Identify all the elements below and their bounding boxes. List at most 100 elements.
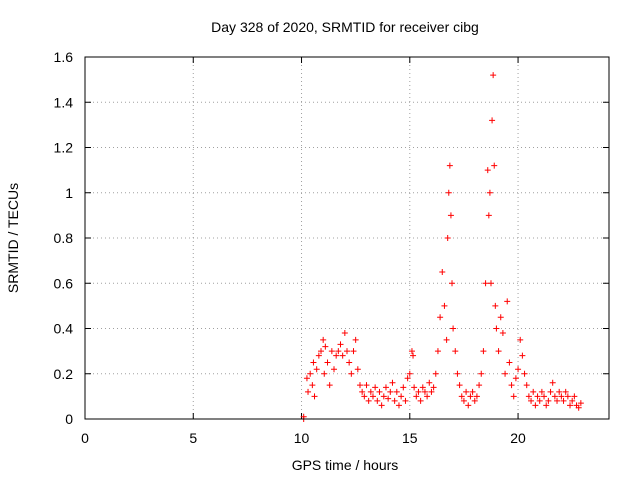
data-point — [467, 393, 474, 400]
data-point — [515, 366, 522, 373]
grid-lines — [85, 57, 609, 419]
y-tick-label: 1.2 — [54, 140, 74, 156]
data-point — [560, 397, 567, 404]
data-point — [523, 382, 530, 389]
x-tick-label: 20 — [510, 430, 526, 446]
data-point — [538, 388, 545, 395]
data-point — [428, 388, 435, 395]
data-point — [452, 348, 459, 355]
x-tick-label: 15 — [402, 430, 418, 446]
data-point — [447, 212, 454, 219]
data-point — [369, 393, 376, 400]
data-point — [534, 393, 541, 400]
data-point — [449, 280, 456, 287]
data-point — [473, 393, 480, 400]
data-point — [545, 397, 552, 404]
data-point — [569, 397, 576, 404]
data-point — [421, 388, 428, 395]
data-point — [395, 402, 402, 409]
data-point — [333, 352, 340, 359]
x-tick-label: 10 — [294, 430, 310, 446]
data-point — [321, 370, 328, 377]
data-point — [335, 348, 342, 355]
data-points — [300, 72, 584, 422]
data-point — [482, 280, 489, 287]
data-point — [510, 393, 517, 400]
data-point — [439, 268, 446, 275]
data-point — [564, 393, 571, 400]
data-point — [489, 117, 496, 124]
x-tick-label: 0 — [81, 430, 89, 446]
data-point — [307, 370, 314, 377]
data-point — [372, 384, 379, 391]
data-point — [324, 359, 331, 366]
data-point — [356, 382, 363, 389]
data-point — [337, 341, 344, 348]
data-point — [398, 393, 405, 400]
data-point — [536, 397, 543, 404]
data-point — [506, 359, 513, 366]
data-point — [339, 352, 346, 359]
data-point — [424, 393, 431, 400]
y-tick-label: 1.6 — [54, 49, 74, 65]
data-point — [532, 402, 539, 409]
data-point — [551, 393, 558, 400]
data-point — [348, 370, 355, 377]
data-point — [391, 397, 398, 404]
data-point — [441, 302, 448, 309]
data-point — [541, 393, 548, 400]
data-point — [417, 397, 424, 404]
data-point — [350, 348, 357, 355]
data-point — [556, 388, 563, 395]
data-point — [315, 352, 322, 359]
data-point — [444, 235, 451, 241]
data-point — [530, 388, 537, 395]
data-point — [380, 393, 387, 400]
data-point — [408, 348, 415, 355]
data-point — [322, 343, 329, 350]
data-point — [454, 370, 461, 377]
data-point — [326, 382, 333, 389]
data-point — [471, 397, 478, 404]
data-point — [328, 348, 335, 355]
data-point — [305, 388, 312, 395]
data-point — [575, 404, 582, 411]
data-point — [434, 348, 441, 355]
y-tick-label: 0.8 — [54, 230, 74, 246]
data-point — [393, 388, 400, 395]
data-point — [318, 348, 325, 355]
data-point — [389, 379, 396, 386]
data-point — [525, 393, 532, 400]
data-point — [484, 167, 491, 174]
data-point — [469, 388, 476, 395]
data-point — [385, 395, 392, 402]
data-point — [465, 402, 472, 409]
y-tick-label: 1.4 — [54, 94, 74, 110]
data-point — [490, 72, 497, 79]
x-axis-label: GPS time / hours — [292, 457, 399, 473]
data-point — [487, 280, 494, 287]
data-point — [415, 388, 422, 395]
data-point — [460, 397, 467, 404]
data-point — [478, 370, 485, 377]
data-point — [419, 384, 426, 391]
data-point — [456, 382, 463, 389]
data-point — [554, 397, 561, 404]
data-point — [549, 379, 556, 386]
chart-title: Day 328 of 2020, SRMTID for receiver cib… — [211, 19, 479, 35]
data-point — [303, 375, 310, 382]
data-point — [558, 393, 565, 400]
data-point — [309, 382, 316, 389]
data-point — [402, 397, 409, 404]
data-point — [365, 397, 372, 404]
data-point — [341, 330, 348, 337]
data-point — [400, 384, 407, 391]
data-point — [458, 393, 465, 400]
data-point — [519, 352, 526, 359]
data-point — [437, 314, 444, 321]
data-point — [512, 375, 519, 382]
data-point — [352, 336, 359, 343]
data-point — [311, 393, 318, 400]
data-point — [320, 336, 327, 343]
data-point — [562, 388, 569, 395]
